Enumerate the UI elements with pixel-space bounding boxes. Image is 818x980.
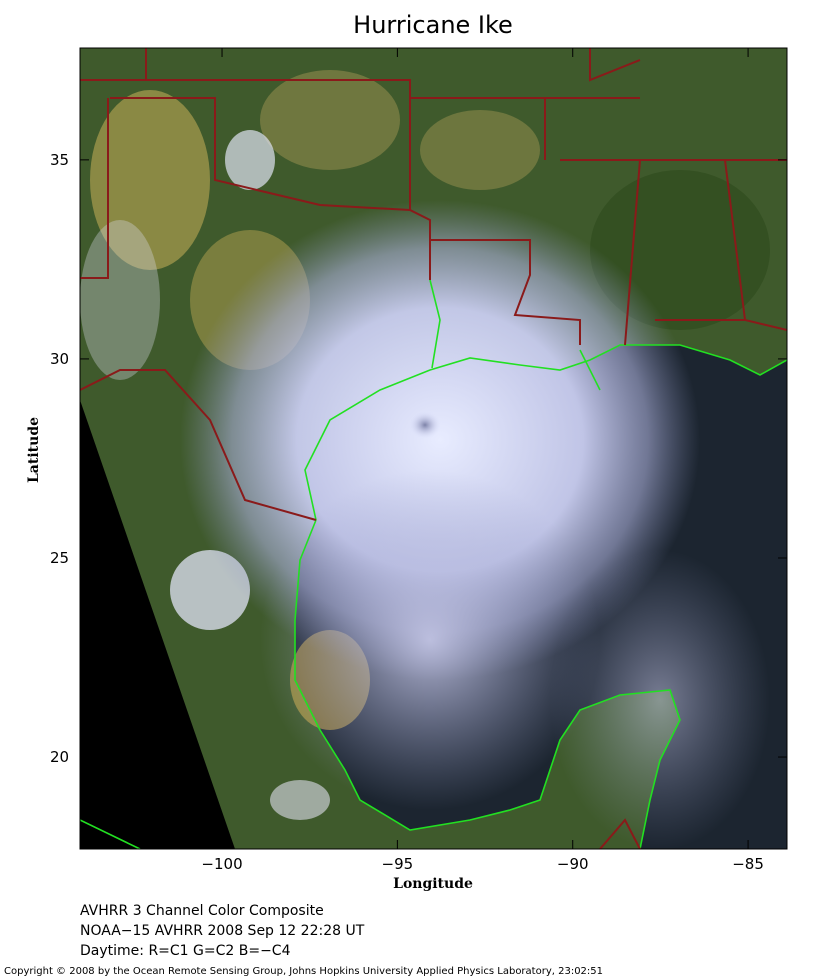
satellite-image	[80, 48, 787, 849]
y-tick-label: 25	[50, 549, 69, 567]
x-tick-label: −95	[382, 855, 414, 873]
axes: −100 −95 −90 −85 20 25 30 35	[50, 48, 787, 873]
x-axis-label: Longitude	[393, 876, 473, 892]
title: Hurricane Ike	[353, 11, 513, 39]
x-tick-label: −85	[732, 855, 764, 873]
x-tick-label: −90	[557, 855, 589, 873]
y-tick-label: 30	[50, 350, 69, 368]
copyright: Copyright © 2008 by the Ocean Remote Sen…	[4, 966, 603, 977]
y-tick-label: 20	[50, 748, 69, 766]
caption-line: AVHRR 3 Channel Color Composite	[80, 903, 324, 919]
caption-line: Daytime: R=C1 G=C2 B=−C4	[80, 943, 291, 959]
map-frame	[79, 47, 788, 850]
caption-line: NOAA−15 AVHRR 2008 Sep 12 22:28 UT	[80, 923, 365, 939]
y-tick-label: 35	[50, 151, 69, 169]
x-tick-label: −100	[201, 855, 242, 873]
y-axis-label: Latitude	[26, 417, 42, 483]
